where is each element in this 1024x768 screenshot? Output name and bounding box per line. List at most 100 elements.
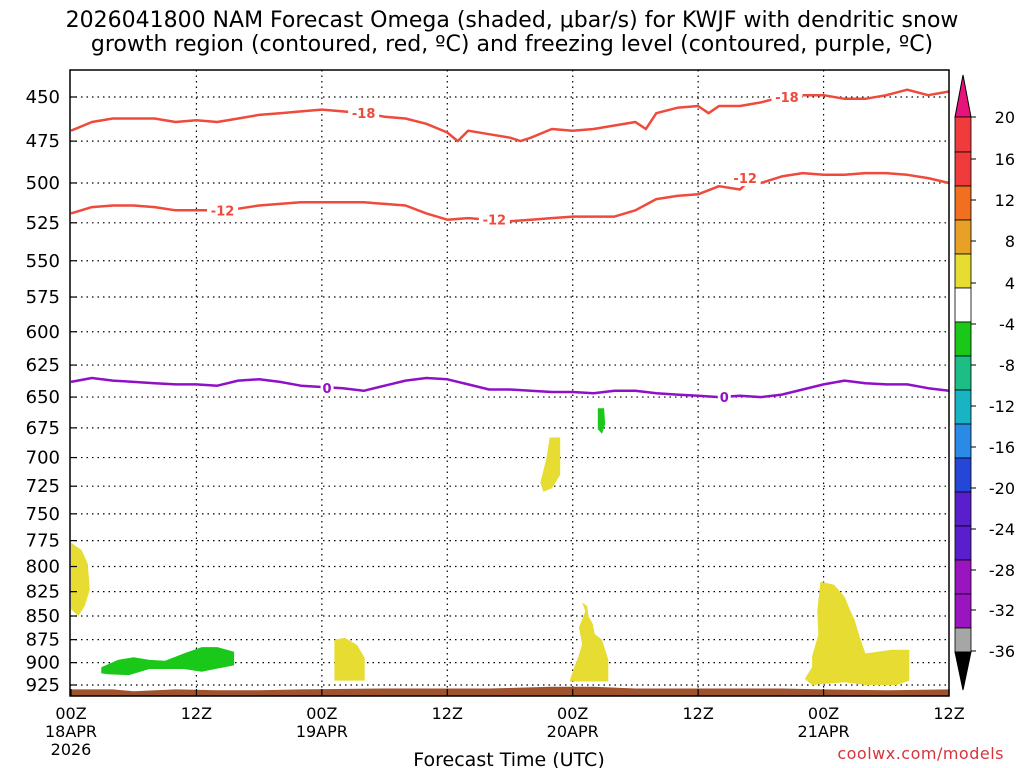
colorbar-label: -8	[999, 356, 1015, 375]
contour-freezing-level	[70, 376, 950, 399]
colorbar-label: -12	[989, 397, 1015, 416]
y-tick-label: 875	[26, 630, 60, 651]
colorbar-label: -4	[999, 315, 1015, 334]
omega-shading	[71, 408, 910, 685]
contour-label: -18	[352, 107, 376, 122]
colorbar-box	[954, 219, 972, 255]
colorbar-box	[954, 491, 972, 527]
y-tick-label: 675	[26, 418, 60, 439]
shaded-region-omega-4-to-8-c	[540, 437, 561, 492]
y-tick-label: 650	[26, 387, 60, 408]
plot-frame	[69, 69, 950, 697]
contour-label-bg	[478, 211, 510, 228]
colorbar-box	[954, 253, 972, 289]
x-tick-label: 12Z	[181, 704, 212, 723]
shaded-region-omega-neg4-to-neg8-a	[101, 647, 235, 676]
contour-label: -18	[775, 91, 799, 106]
colorbar-box	[954, 355, 972, 391]
chart-title-line2: growth region (contoured, red, ºC) and f…	[90, 32, 934, 57]
shaded-region-omega-neg4-to-neg8-b	[597, 408, 606, 434]
colorbar-box	[954, 627, 972, 653]
x-tick-date: 20APR	[547, 722, 599, 741]
y-tick-label: 800	[26, 557, 60, 578]
terrain-band	[71, 686, 949, 696]
x-tick-label: 12Z	[933, 704, 964, 723]
contour-label-bg	[320, 380, 334, 397]
credit-text: coolwx.com/models	[837, 744, 1004, 763]
colorbar-box	[954, 389, 972, 425]
contour-label: -12	[483, 214, 507, 229]
shaded-region-omega-4-to-8-b	[334, 637, 365, 681]
x-tick-year: 2026	[51, 740, 92, 759]
shaded-region-omega-4-to-8-d	[569, 602, 609, 682]
colorbar-box	[954, 116, 972, 153]
colorbar-box	[954, 423, 972, 459]
y-tick-label: 750	[26, 504, 60, 525]
contour-label-bg	[729, 170, 761, 187]
x-tick-date: 21APR	[798, 722, 850, 741]
colorbar-label: -16	[989, 438, 1015, 457]
colorbar-label: -32	[989, 601, 1015, 620]
colorbar-label: -20	[989, 479, 1015, 498]
x-axis-label: Forecast Time (UTC)	[413, 749, 604, 768]
y-tick-label: 700	[26, 448, 60, 469]
y-tick-label: 575	[26, 287, 60, 308]
y-tick-label: 500	[26, 173, 60, 194]
chart-title-line1: 2026041800 NAM Forecast Omega (shaded, μ…	[65, 8, 959, 33]
y-tick-label: 550	[26, 251, 60, 272]
x-tick-label: 00Z	[557, 704, 588, 723]
y-tick-label: 825	[26, 582, 60, 603]
colorbar-box	[954, 593, 972, 629]
x-tick-label: 12Z	[432, 704, 463, 723]
colorbar-label: 20	[995, 108, 1015, 127]
shaded-region-omega-4-to-8-a	[71, 542, 90, 616]
terrain-layer	[71, 686, 949, 696]
colorbar-label: 4	[1005, 274, 1015, 293]
colorbar-box	[954, 151, 972, 187]
contour-label: -12	[733, 172, 757, 187]
contour-label-bg	[717, 389, 731, 406]
y-tick-label: 925	[26, 675, 60, 696]
contour-label-bg	[207, 202, 239, 219]
y-tick-label: 525	[26, 213, 60, 234]
omega-colorbar: 20 16 12 8 4 -4 -8 -12 -16 -20 -24 -28 -32 -36	[954, 74, 1015, 691]
colorbar-label: -24	[989, 520, 1015, 539]
colorbar-box	[954, 321, 972, 357]
colorbar-box	[954, 185, 972, 221]
x-tick-date: 18APR	[45, 722, 97, 741]
contour-minus12	[70, 171, 950, 223]
colorbar-box	[954, 287, 972, 323]
gridlines	[70, 70, 949, 696]
y-tick-label: 625	[26, 355, 60, 376]
x-tick-label: 00Z	[306, 704, 337, 723]
colorbar-label: -28	[989, 561, 1015, 580]
x-tick-label: 00Z	[55, 704, 86, 723]
y-axis: 450 475 500 525 550 575 600 625 650 675 700 725 750 7…	[26, 87, 77, 696]
contour-label: -12	[211, 204, 235, 219]
y-tick-label: 600	[26, 322, 60, 343]
colorbar-label: -36	[989, 642, 1015, 661]
x-tick-label: 12Z	[682, 704, 713, 723]
y-tick-label: 775	[26, 531, 60, 552]
shaded-region-omega-4-to-8-e	[804, 581, 910, 685]
y-tick-label: 450	[26, 87, 60, 108]
x-tick-label: 00Z	[808, 704, 839, 723]
x-tick-date: 19APR	[296, 722, 348, 741]
colorbar-label: 8	[1005, 232, 1015, 251]
contour-label: 0	[720, 391, 729, 406]
y-tick-label: 475	[26, 131, 60, 152]
colorbar-label: 12	[995, 191, 1015, 210]
colorbar-bottom-triangle	[954, 651, 972, 691]
contour-label: 0	[323, 382, 332, 397]
colorbar-box	[954, 559, 972, 595]
y-tick-label: 850	[26, 606, 60, 627]
contour-label-bg	[771, 89, 803, 105]
colorbar-top-triangle	[954, 74, 972, 118]
colorbar-box	[954, 457, 972, 493]
contour-label-bg	[348, 105, 380, 122]
y-tick-label: 725	[26, 476, 60, 497]
colorbar-label: 16	[995, 150, 1015, 169]
temperature-contours: -18 -18 -12 -12 -12 0 0	[70, 88, 950, 406]
